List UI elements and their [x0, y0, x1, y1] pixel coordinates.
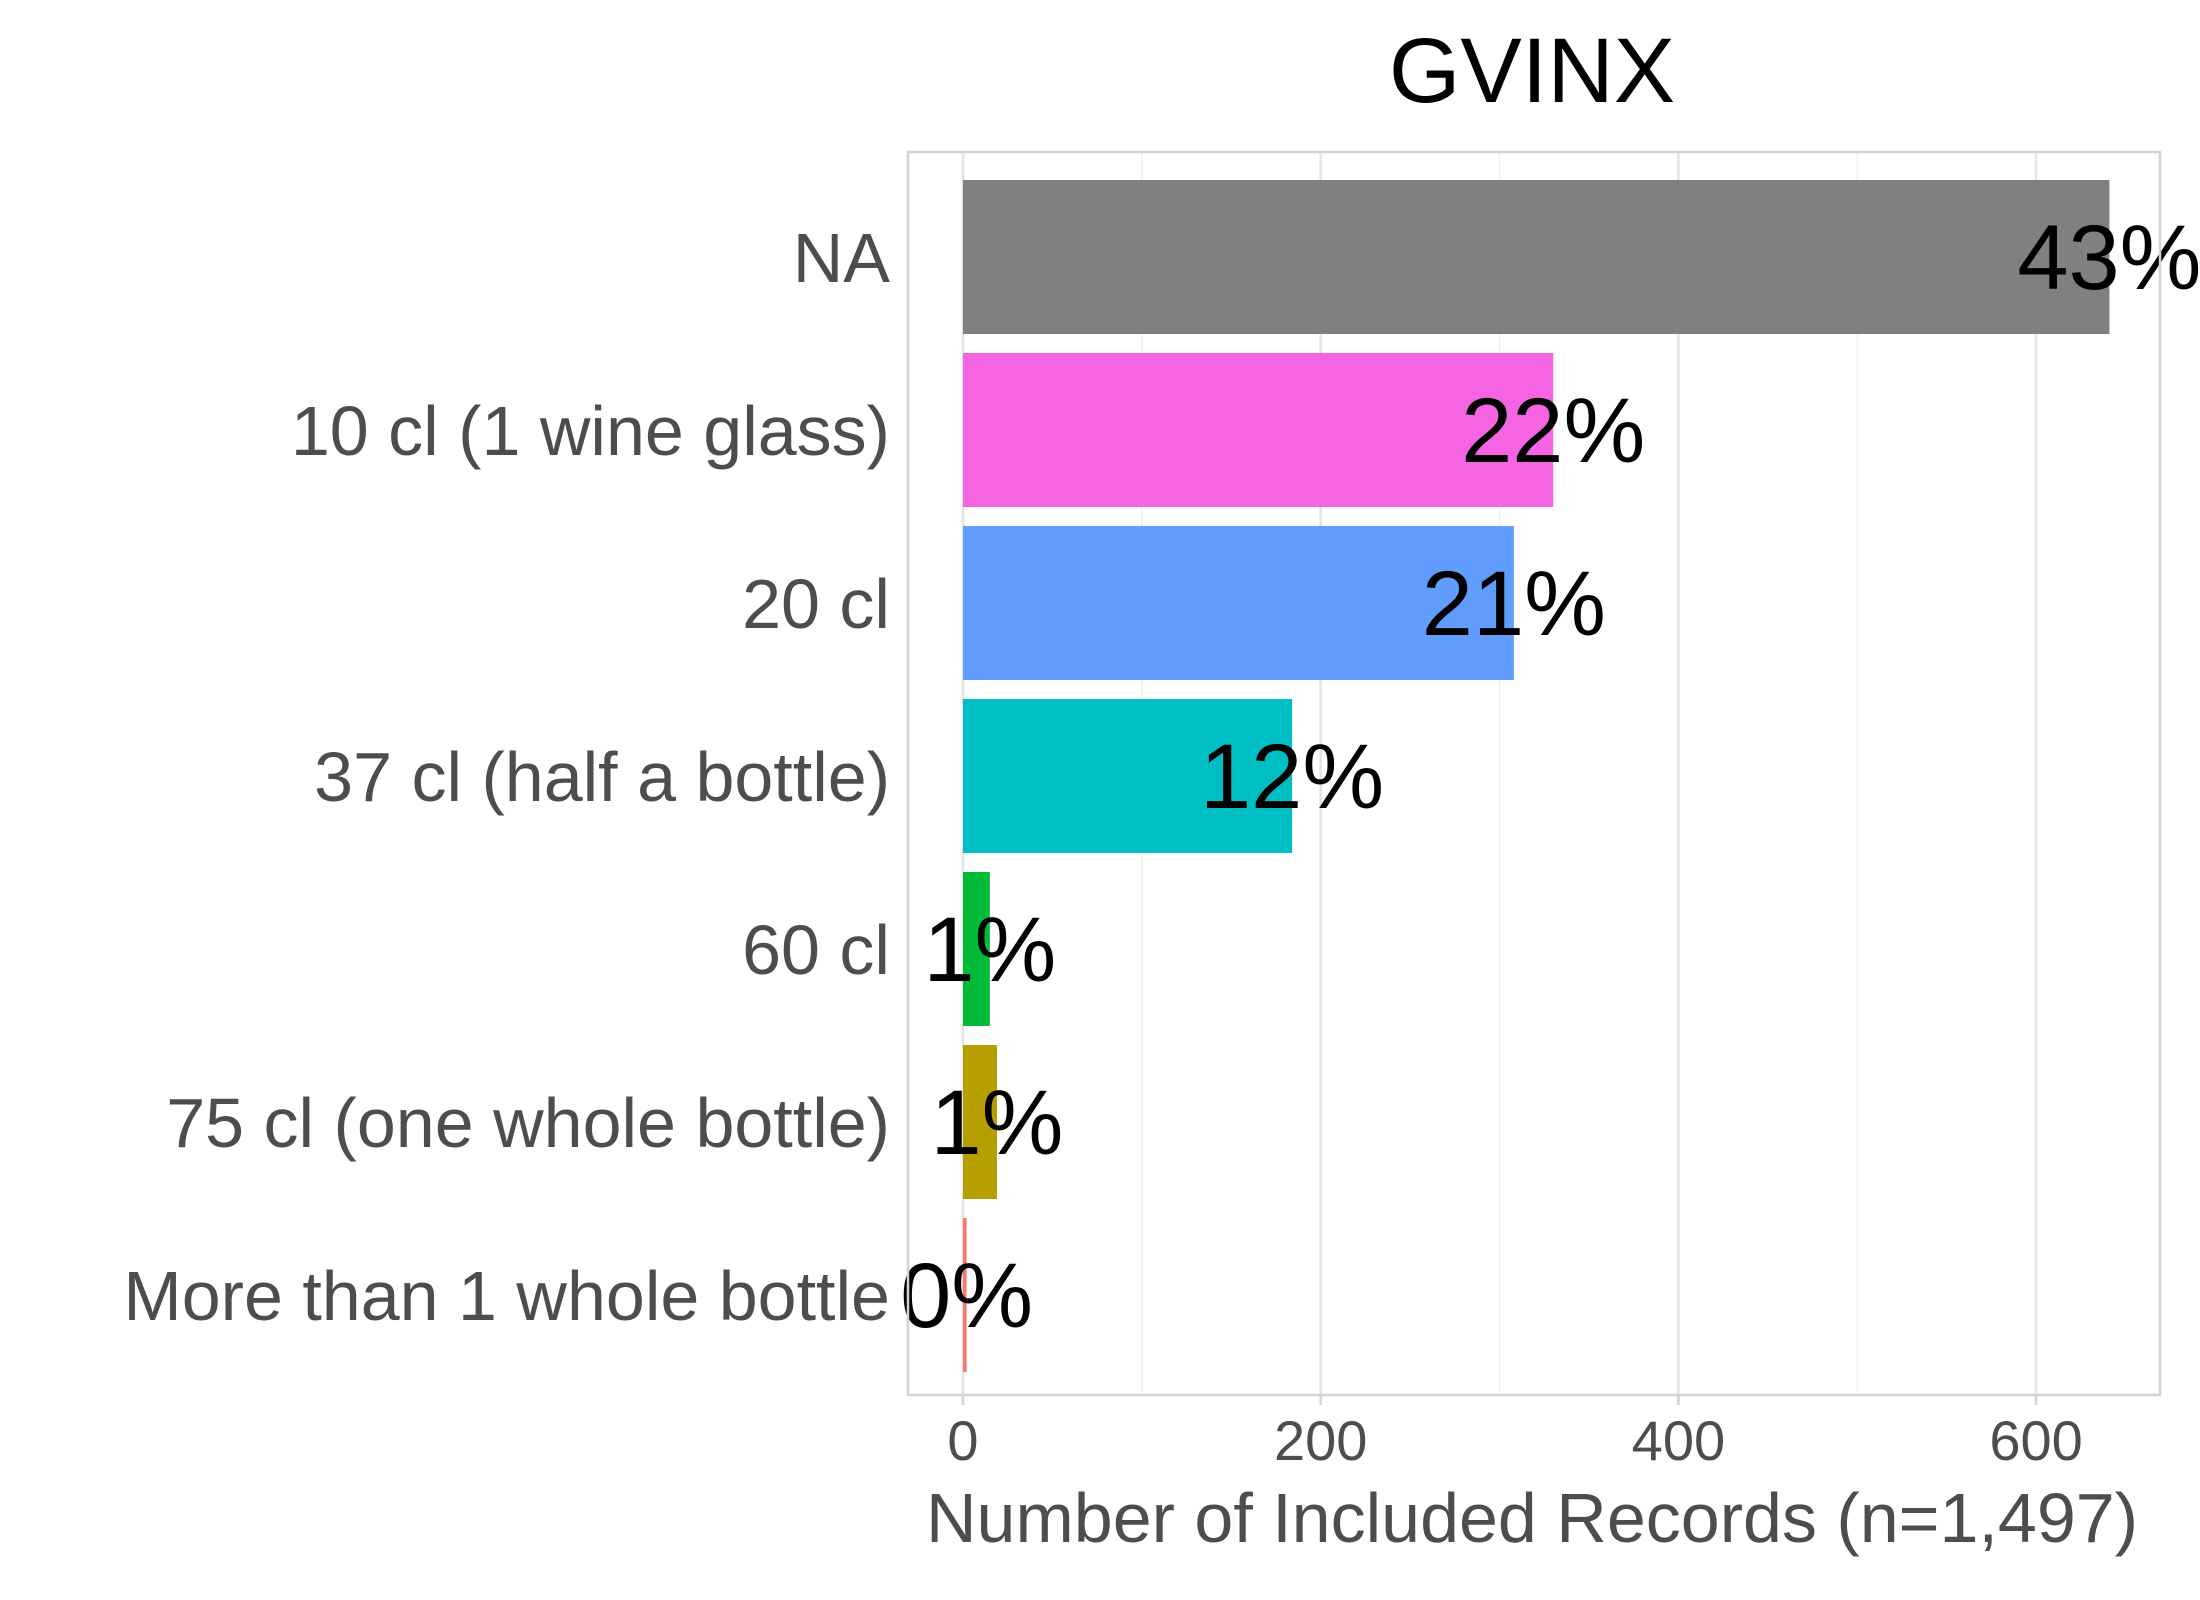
panel-border — [906, 150, 2162, 1397]
data-label: 21% — [1422, 553, 1606, 655]
data-labels: 43% 22% 21% 12% 1% 1% 0% — [900, 207, 2200, 1347]
data-label: 22% — [1461, 380, 1645, 482]
category-label: 75 cl (one whole bottle) — [166, 1084, 890, 1162]
bar — [963, 526, 1514, 680]
category-labels: NA 10 cl (1 wine glass) 20 cl 37 cl (half a… — [123, 219, 890, 1335]
bar — [963, 699, 1293, 853]
category-label: More than 1 whole bottle — [123, 1257, 890, 1335]
chart-title: GVINX — [1389, 20, 1675, 122]
x-tick-label: 0 — [947, 1409, 978, 1472]
data-label: 1% — [923, 899, 1056, 1001]
data-label: 1% — [930, 1072, 1063, 1174]
data-label: 12% — [1200, 726, 1384, 828]
bars — [963, 180, 2110, 1372]
data-label: 43% — [2017, 207, 2200, 309]
category-label: 10 cl (1 wine glass) — [291, 392, 890, 470]
x-tick-label: 600 — [1989, 1409, 2082, 1472]
data-label: 0% — [900, 1245, 1033, 1347]
x-axis-title: Number of Included Records (n=1,497) — [926, 1479, 2138, 1557]
bar — [963, 872, 990, 1026]
category-label: 60 cl — [742, 911, 890, 989]
category-label: 37 cl (half a bottle) — [314, 738, 890, 816]
bar — [963, 1045, 997, 1199]
bar — [963, 180, 2110, 334]
category-label: NA — [793, 219, 891, 297]
x-tick-label: 200 — [1274, 1409, 1367, 1472]
category-label: 20 cl — [742, 565, 890, 643]
bar — [963, 1218, 967, 1372]
x-axis-ticks: 0 200 400 600 — [947, 1395, 2083, 1472]
x-tick-label: 400 — [1632, 1409, 1725, 1472]
bar — [963, 353, 1554, 507]
